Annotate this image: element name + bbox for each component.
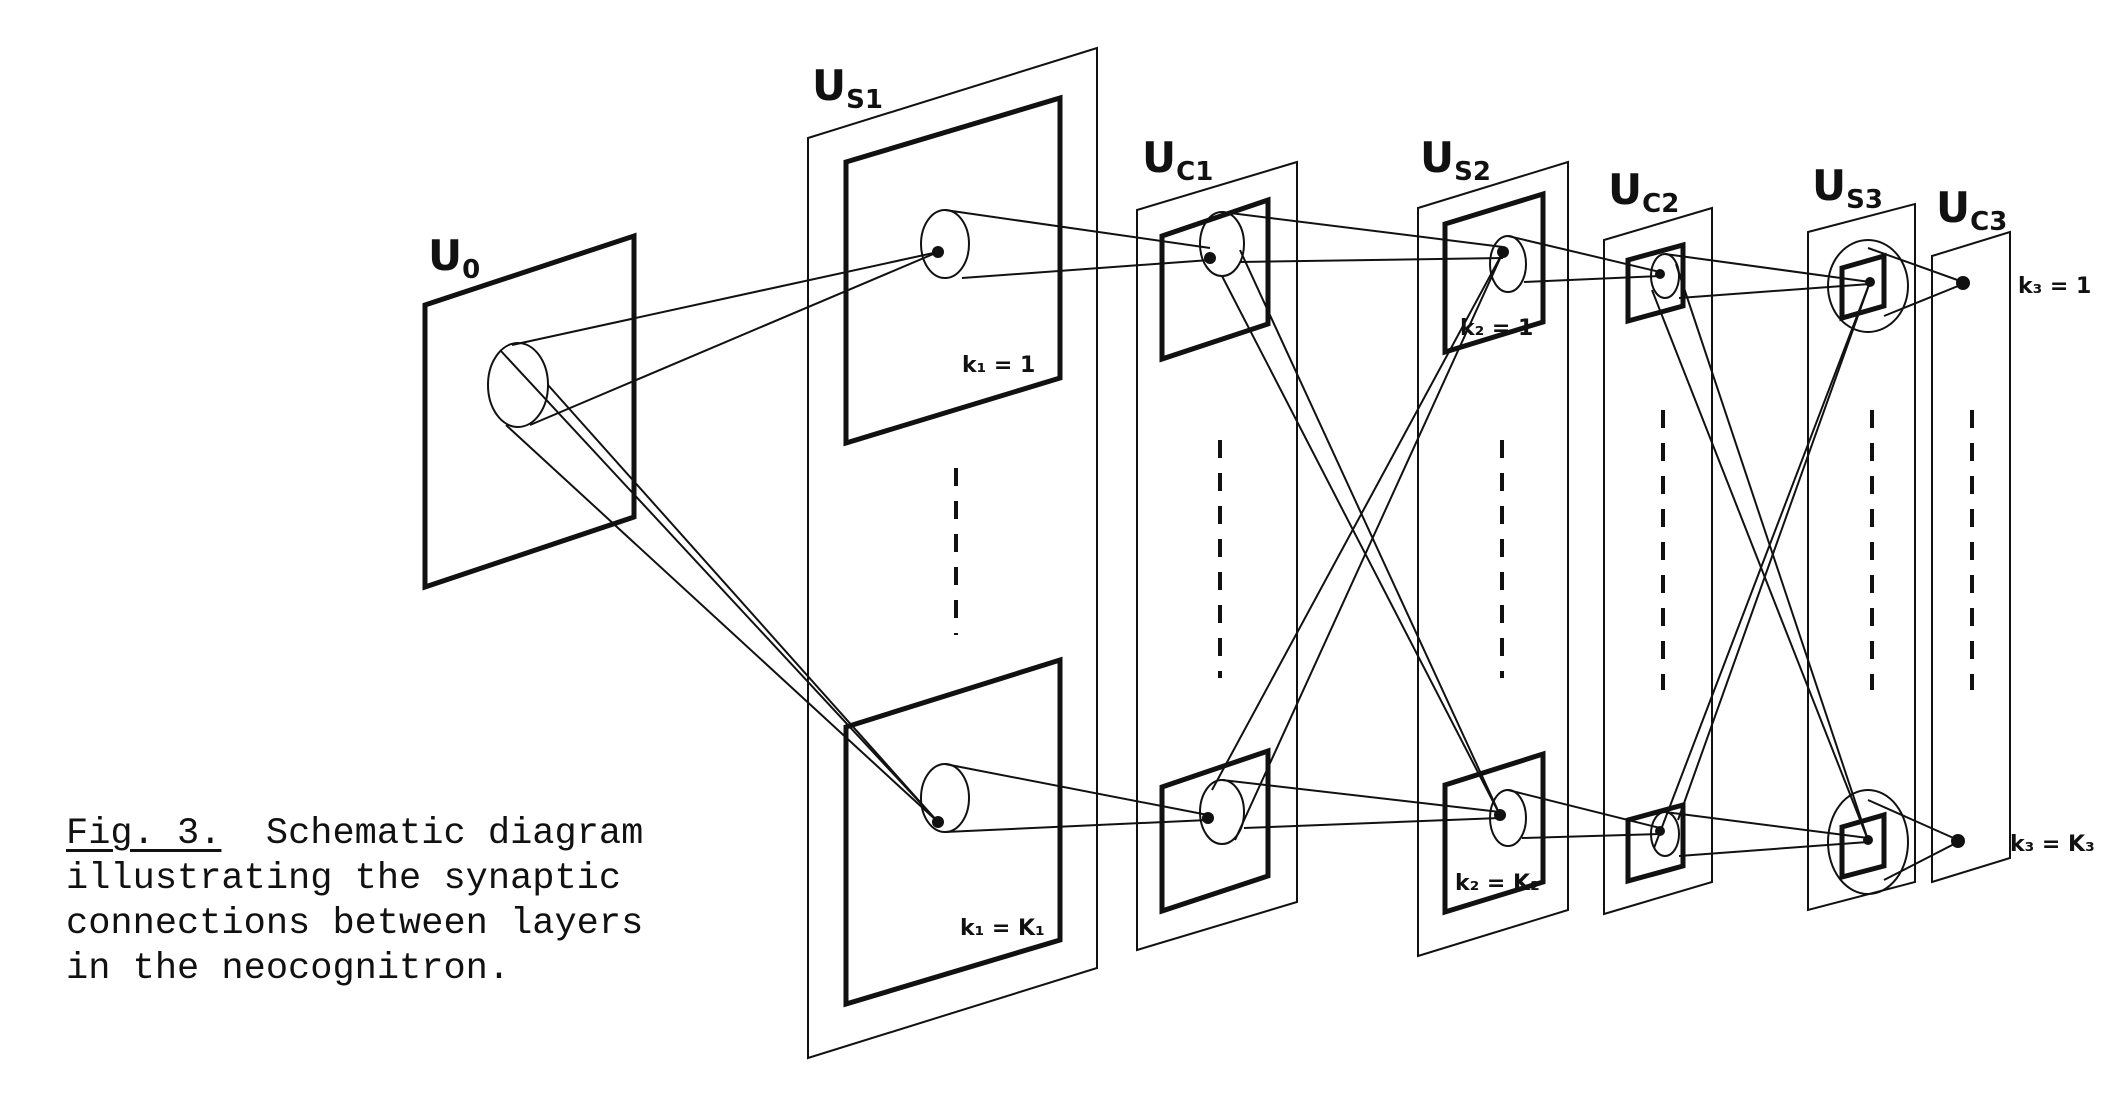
plane-uc1-top: [1159, 196, 1271, 363]
figure-caption: Fig. 3. Schematic diagram illustrating t…: [66, 812, 643, 992]
plane-uc2-bottom: [1625, 801, 1686, 885]
label-k3-top: k₃ = 1: [2018, 274, 2091, 299]
cell-dot-uc3-top: [1956, 276, 1970, 290]
caption-line-3: connections between layers: [66, 903, 644, 945]
connection-lines: [487, 209, 1964, 895]
label-k2-bottom: k₂ = K₂: [1455, 871, 1540, 896]
plane-us3-top: [1839, 252, 1887, 322]
receptive-field-u0: [487, 342, 549, 428]
plane-u0: [422, 232, 637, 591]
cell-dot-us1-bottom: [932, 816, 944, 828]
omitted-planes-markers: [954, 410, 1974, 690]
label-k1-bottom: k₁ = K₁: [960, 916, 1045, 941]
plane-us3-bottom: [1839, 811, 1887, 881]
figure-number: Fig. 3.: [66, 813, 222, 855]
caption-line-1: Schematic diagram: [265, 813, 644, 855]
layer-frame-uc1: [1136, 160, 1298, 952]
layer-label-u0: U0: [428, 231, 480, 285]
layer-label-us2: US2: [1420, 133, 1491, 187]
layer-label-us1: US1: [812, 61, 883, 115]
plane-index-labels: k₁ = 1 k₁ = K₁ k₂ = 1 k₂ = K₂ k₃ = 1 k₃ …: [960, 274, 2095, 941]
plane-us2-bottom: [1442, 750, 1546, 916]
layer-labels: U0 US1 UC1 US2 UC2 US3 UC3: [428, 61, 2007, 285]
cell-dot-us1-top: [932, 246, 944, 258]
layer-label-uc3: UC3: [1936, 183, 2007, 237]
plane-us2-top: [1442, 190, 1546, 356]
plane-us1-bottom: [843, 656, 1063, 1008]
caption-line-4: in the neocognitron.: [66, 948, 511, 990]
cell-dot-us3-top: [1865, 277, 1875, 287]
layer-label-uc2: UC2: [1608, 165, 1679, 219]
cell-dot-uc1-top: [1204, 252, 1216, 264]
caption-line-2: illustrating the synaptic: [66, 858, 622, 900]
receptive-field-uc1-top: [1199, 211, 1245, 277]
cell-dot-us2-top: [1497, 246, 1509, 258]
layer-frame-uc2: [1603, 206, 1713, 916]
layer-label-us3: US3: [1812, 161, 1883, 215]
plane-uc1-bottom: [1159, 747, 1271, 915]
cell-dot-uc2-top: [1655, 269, 1665, 279]
plane-us1-top: [843, 94, 1063, 447]
receptive-field-us1-bottom: [920, 763, 970, 833]
cell-dot-uc1-bottom: [1202, 812, 1214, 824]
layer-frame-uc3: [1931, 230, 2011, 884]
cell-dot-us2-bottom: [1494, 809, 1506, 821]
receptive-field-us3-top: [1827, 239, 1909, 333]
layer-frame-us2: [1417, 160, 1569, 958]
layer-frame-us1: [807, 46, 1098, 1060]
receptive-field-us1-top: [920, 209, 970, 279]
layer-label-uc1: UC1: [1142, 133, 1213, 187]
cell-planes: [422, 94, 1887, 1008]
label-k3-bottom: k₃ = K₃: [2010, 832, 2095, 857]
plane-uc2-top: [1625, 241, 1686, 325]
label-k2-top: k₂ = 1: [1460, 316, 1533, 341]
cell-dot-us3-bottom: [1863, 835, 1873, 845]
label-k1-top: k₁ = 1: [962, 353, 1035, 378]
cell-dot-uc3-bottom: [1951, 834, 1965, 848]
layer-frames: [807, 46, 2011, 1060]
cell-dot-uc2-bottom: [1655, 826, 1665, 836]
receptive-field-us3-bottom: [1827, 789, 1909, 895]
cell-dots: [932, 246, 1970, 848]
layer-frame-us3: [1807, 202, 1916, 912]
